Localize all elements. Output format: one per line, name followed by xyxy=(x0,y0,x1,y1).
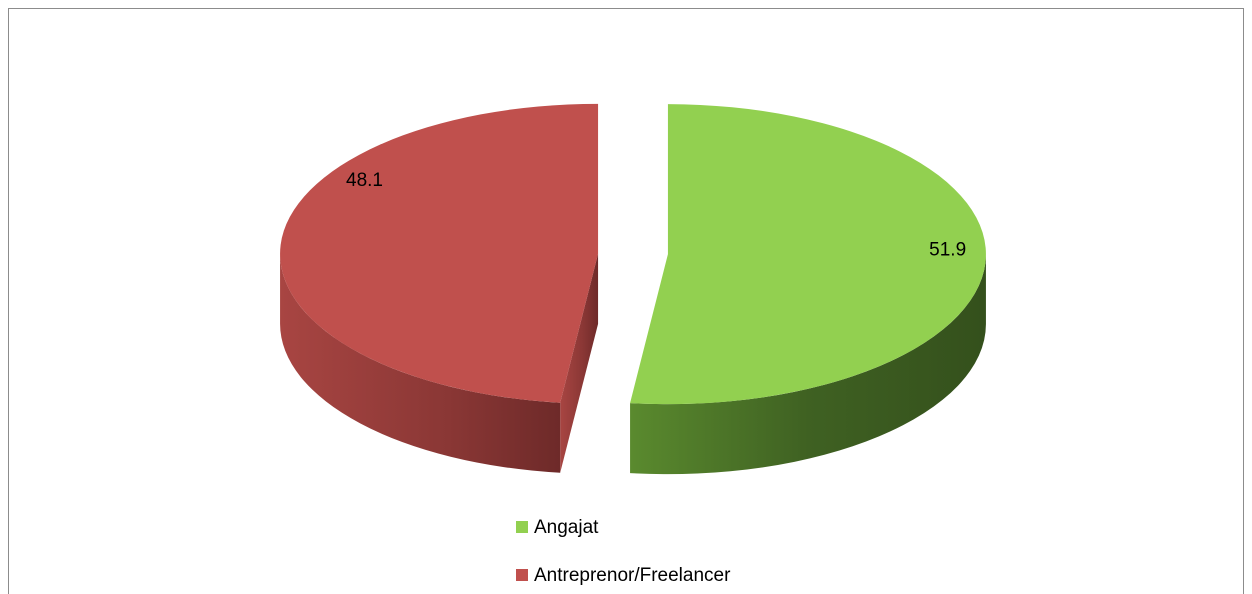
data-label: 51.9 xyxy=(929,240,966,261)
data-label: 48.1 xyxy=(346,170,383,191)
legend-label: Antreprenor/Freelancer xyxy=(534,565,731,586)
pie: 51.9 48.1 xyxy=(280,103,986,475)
legend-swatch xyxy=(516,521,528,533)
legend: Angajat Antreprenor/Freelancer xyxy=(516,517,731,586)
slice-cut-face xyxy=(560,253,599,473)
legend-label: Angajat xyxy=(534,517,599,538)
slice-side xyxy=(280,253,561,473)
legend-swatch xyxy=(516,569,528,581)
slice-side xyxy=(630,254,986,475)
slice xyxy=(630,104,986,405)
chart-border xyxy=(8,8,1244,594)
slice xyxy=(280,103,599,403)
